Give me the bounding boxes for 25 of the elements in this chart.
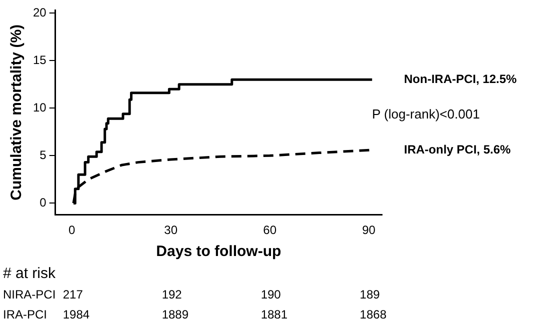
annotation: P (log-rank)<0.001: [372, 106, 480, 122]
text: 1881: [260, 307, 288, 322]
text: 1984: [62, 307, 90, 322]
x-tick-label: 30: [164, 223, 178, 238]
x-axis-title: Days to follow-up: [156, 243, 282, 260]
text: 1889: [162, 307, 189, 322]
text: NIRA-PCI: [3, 287, 56, 302]
text: 190: [260, 287, 282, 302]
y-tick-label: 5: [40, 148, 47, 162]
y-tick-label: 15: [32, 52, 47, 67]
text: 217: [62, 287, 84, 302]
y-axis-title: Cumulative mortality (%): [8, 24, 26, 200]
y-tick-label: 20: [32, 5, 47, 20]
x-tick-label: 90: [362, 223, 376, 238]
text: 1868: [360, 307, 387, 322]
text: Non-IRA-PCI, 12.5%: [404, 72, 518, 86]
x-tick-label: 0: [68, 223, 76, 238]
y-tick-label: 10: [32, 100, 47, 114]
text: 192: [162, 287, 182, 302]
y-tick-label: 0: [40, 196, 47, 210]
text: 189: [360, 287, 380, 302]
text: # at risk: [3, 265, 56, 282]
text: IRA-only PCI, 5.6%: [404, 142, 512, 156]
text: IRA-PCI: [3, 307, 48, 322]
x-tick-label: 60: [263, 223, 277, 238]
